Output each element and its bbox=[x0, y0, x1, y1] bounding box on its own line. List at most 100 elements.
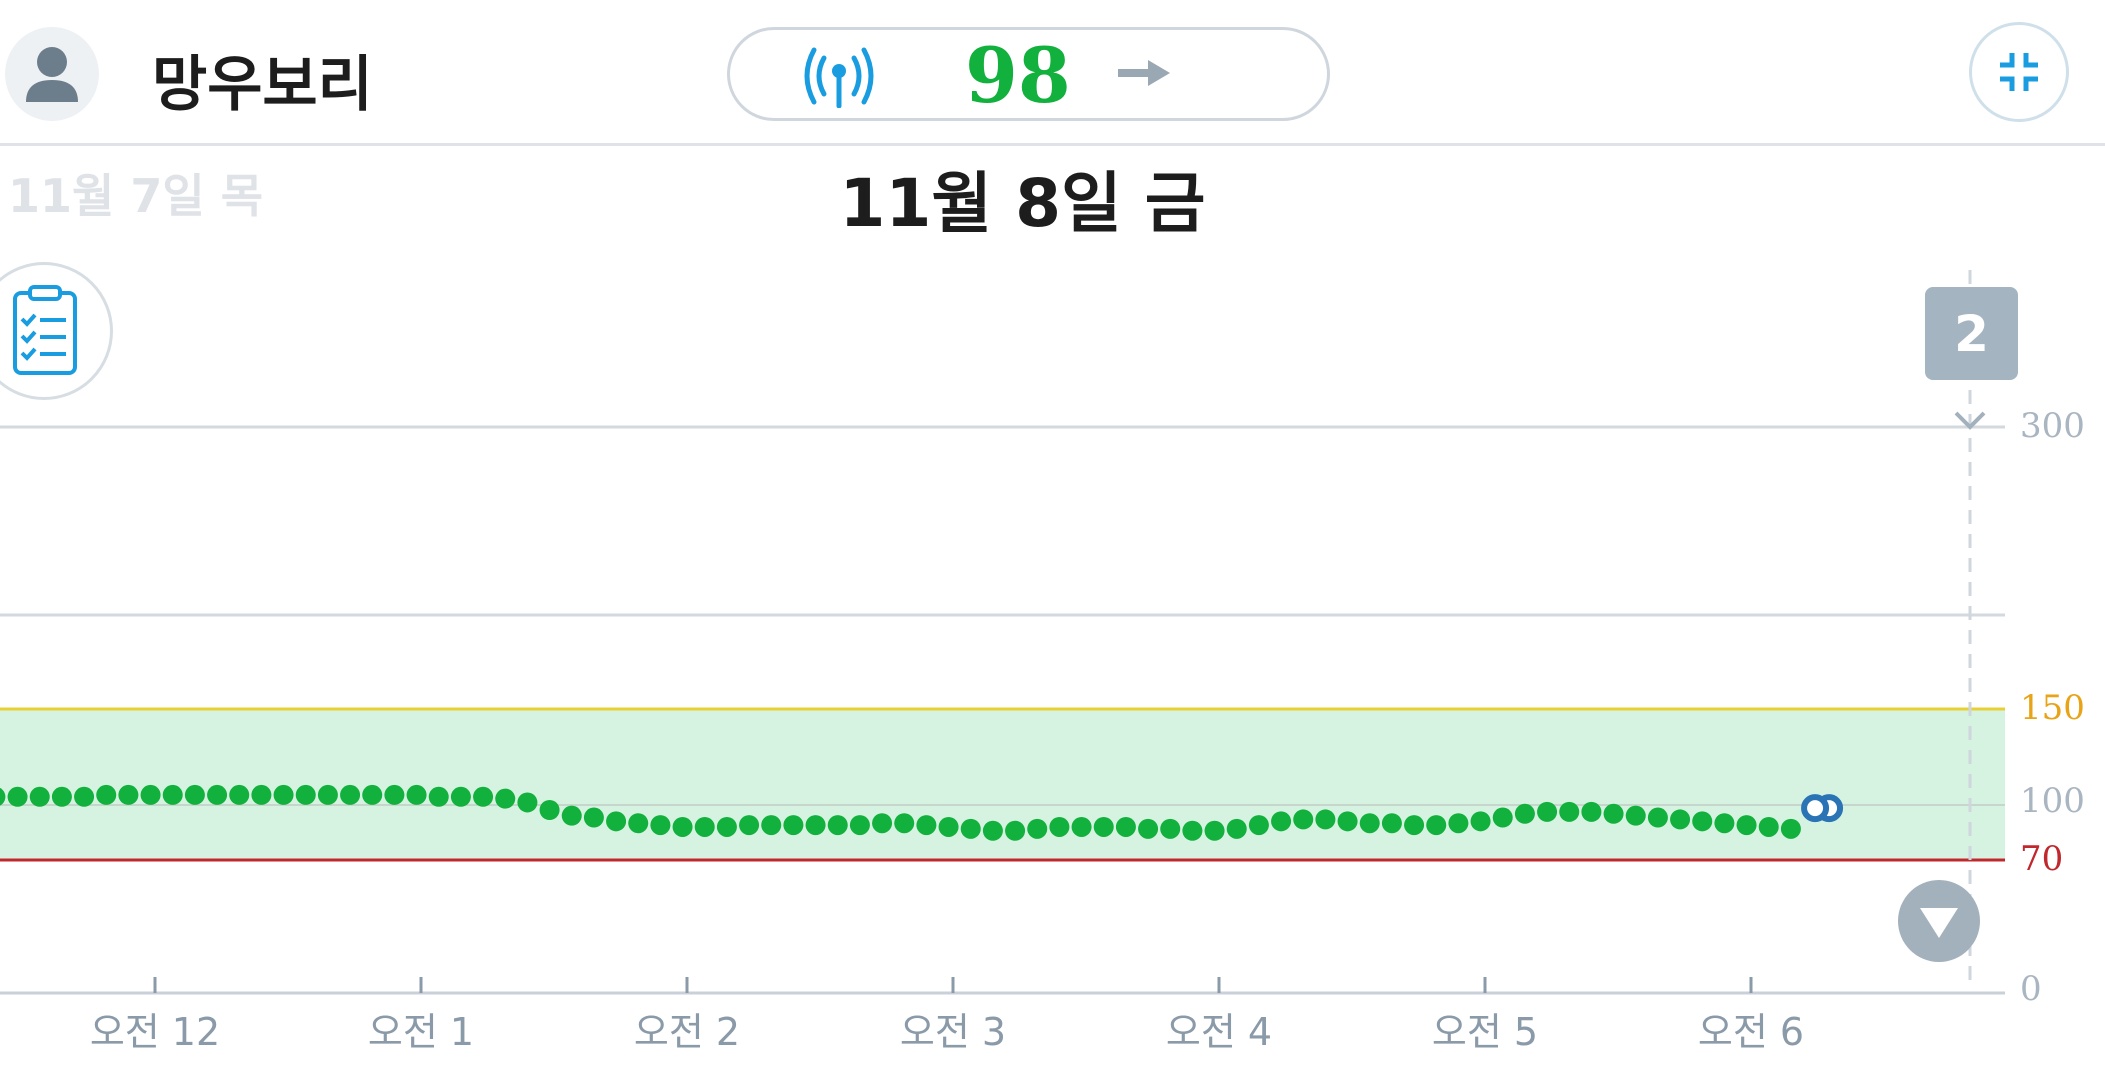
glucose-point bbox=[1559, 801, 1580, 822]
glucose-point bbox=[162, 784, 183, 805]
glucose-point bbox=[229, 784, 250, 805]
glucose-point bbox=[1293, 809, 1314, 830]
chevron-down-icon bbox=[1954, 411, 1986, 430]
current-date-label: 11월 8일 금 bbox=[839, 165, 1206, 242]
glucose-point bbox=[118, 784, 139, 805]
glucose-point bbox=[1714, 813, 1735, 834]
glucose-point bbox=[1182, 820, 1203, 841]
glucose-point bbox=[1426, 815, 1447, 836]
glucose-point bbox=[1647, 807, 1668, 828]
glucose-point bbox=[1537, 801, 1558, 822]
glucose-point bbox=[1271, 811, 1292, 832]
glucose-point bbox=[1248, 815, 1269, 836]
scroll-down-button[interactable] bbox=[1898, 880, 1980, 962]
glucose-point bbox=[317, 784, 338, 805]
glucose-point bbox=[982, 820, 1003, 841]
y-label-300: 300 bbox=[2020, 406, 2085, 446]
glucose-point bbox=[583, 807, 604, 828]
glucose-point bbox=[1160, 818, 1181, 839]
logbook-button[interactable] bbox=[0, 262, 113, 400]
glucose-point bbox=[1093, 816, 1114, 837]
glucose-point bbox=[1514, 803, 1535, 824]
y-label-150: 150 bbox=[2020, 688, 2085, 728]
collapse-icon[interactable] bbox=[1969, 22, 2069, 122]
glucose-point bbox=[1692, 811, 1713, 832]
glucose-point bbox=[140, 784, 161, 805]
glucose-point bbox=[96, 784, 117, 805]
glucose-point bbox=[1736, 815, 1757, 836]
glucose-point bbox=[428, 786, 449, 807]
y-label-70: 70 bbox=[2020, 839, 2063, 879]
x-tick-label: 오전 5 bbox=[1432, 1010, 1538, 1054]
glucose-point bbox=[916, 815, 937, 836]
glucose-point bbox=[1071, 816, 1092, 837]
signal-icon bbox=[804, 47, 874, 108]
x-tick-label: 오전 12 bbox=[90, 1010, 220, 1054]
target-range-band bbox=[0, 709, 2005, 860]
glucose-point bbox=[1115, 816, 1136, 837]
glucose-point bbox=[827, 815, 848, 836]
glucose-point bbox=[0, 787, 6, 806]
x-tick-label: 오전 6 bbox=[1698, 1010, 1804, 1054]
glucose-point bbox=[7, 786, 28, 807]
glucose-point bbox=[1780, 818, 1801, 839]
glucose-point bbox=[761, 815, 782, 836]
glucose-point bbox=[561, 805, 582, 826]
glucose-point bbox=[1138, 818, 1159, 839]
glucose-point bbox=[716, 816, 737, 837]
glucose-point bbox=[650, 815, 671, 836]
glucose-point bbox=[672, 816, 693, 837]
glucose-point bbox=[1381, 813, 1402, 834]
glucose-point bbox=[694, 816, 715, 837]
glucose-point bbox=[1581, 801, 1602, 822]
x-tick-label: 오전 1 bbox=[368, 1010, 474, 1054]
x-tick-label: 오전 4 bbox=[1166, 1010, 1272, 1054]
x-tick-label: 오전 3 bbox=[900, 1010, 1006, 1054]
glucose-point bbox=[849, 815, 870, 836]
glucose-point bbox=[251, 784, 272, 805]
arrow-down-icon bbox=[1920, 908, 1958, 938]
glucose-point bbox=[1204, 820, 1225, 841]
glucose-point bbox=[184, 784, 205, 805]
glucose-point bbox=[1404, 815, 1425, 836]
current-reading-marker bbox=[1801, 794, 1830, 823]
glucose-point bbox=[805, 815, 826, 836]
glucose-point bbox=[1315, 809, 1336, 830]
y-label-100: 100 bbox=[2020, 781, 2085, 821]
glucose-point bbox=[74, 786, 95, 807]
glucose-point bbox=[1625, 805, 1646, 826]
user-avatar-icon[interactable] bbox=[5, 27, 99, 121]
glucose-point bbox=[362, 784, 383, 805]
previous-date-label[interactable]: 11월 7일 목 bbox=[8, 169, 264, 223]
glucose-point bbox=[1670, 809, 1691, 830]
glucose-point bbox=[273, 784, 294, 805]
glucose-point bbox=[1758, 816, 1779, 837]
glucose-point bbox=[606, 811, 627, 832]
glucose-point bbox=[1359, 813, 1380, 834]
notification-count-badge[interactable]: 2 bbox=[1925, 287, 2018, 380]
glucose-point bbox=[1027, 818, 1048, 839]
glucose-point bbox=[29, 786, 50, 807]
current-glucose-pill[interactable]: 98 bbox=[727, 27, 1330, 121]
username: 망우보리 bbox=[152, 50, 373, 120]
glucose-point bbox=[783, 815, 804, 836]
trend-arrow-right-icon bbox=[1118, 60, 1170, 86]
glucose-point bbox=[1049, 816, 1070, 837]
glucose-point bbox=[406, 784, 427, 805]
glucose-point bbox=[1470, 811, 1491, 832]
glucose-point bbox=[1005, 820, 1026, 841]
top-bar: 망우보리 98 bbox=[0, 0, 2105, 146]
glucose-point bbox=[295, 784, 316, 805]
clipboard-icon bbox=[13, 285, 77, 375]
glucose-point bbox=[894, 813, 915, 834]
glucose-point bbox=[628, 813, 649, 834]
glucose-point bbox=[473, 786, 494, 807]
glucose-point bbox=[539, 799, 560, 820]
glucose-point bbox=[450, 786, 471, 807]
glucose-point bbox=[340, 784, 361, 805]
glucose-point bbox=[517, 792, 538, 813]
glucose-point bbox=[1603, 803, 1624, 824]
glucose-point bbox=[1492, 807, 1513, 828]
glucose-point bbox=[872, 813, 893, 834]
